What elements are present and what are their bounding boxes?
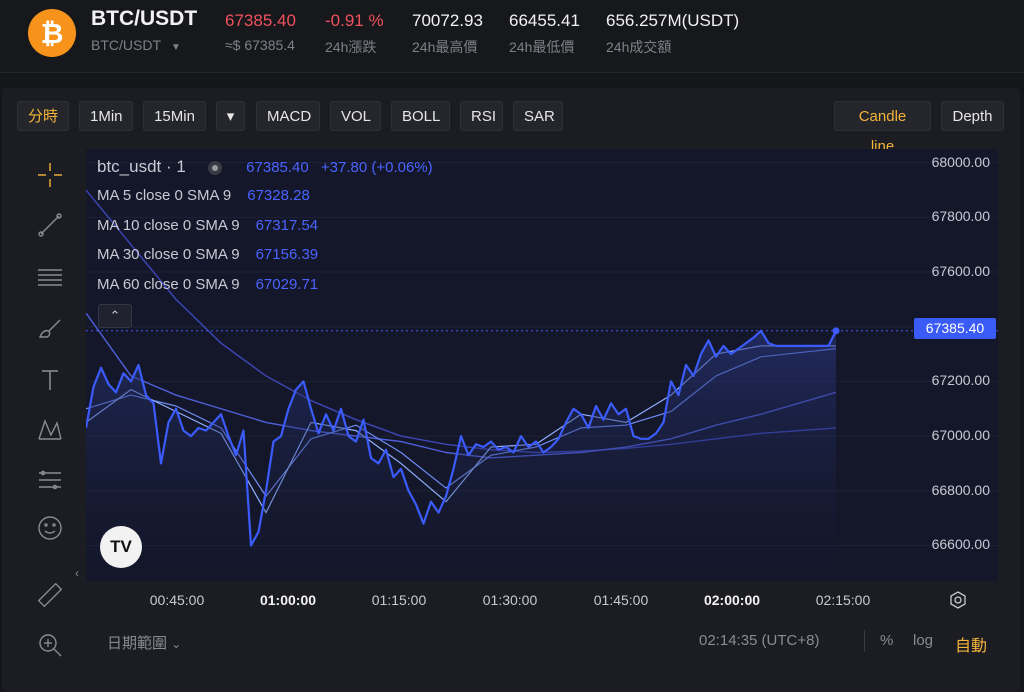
emoji-icon[interactable]	[35, 513, 65, 543]
ma10-value: 67317.54	[255, 217, 319, 234]
divider	[864, 630, 865, 652]
low-label: 24h最低價	[509, 39, 575, 55]
last-price-point	[832, 327, 840, 335]
legend-ma30: MA 30 close 0 SMA 9 67156.39	[97, 246, 318, 263]
date-range-label: 日期範圍	[107, 635, 168, 652]
x-tick-label: 01:00:00	[259, 592, 317, 608]
chart-svg	[86, 162, 998, 581]
status-dot-icon	[208, 161, 222, 176]
change-percent: -0.91 %	[325, 11, 384, 30]
brush-icon[interactable]	[35, 313, 65, 343]
indicator-macd[interactable]: MACD	[256, 101, 320, 131]
interval-1min[interactable]: 1Min	[79, 101, 133, 131]
settings-icon[interactable]	[948, 590, 968, 610]
last-price-usd: ≈$ 67385.4	[225, 37, 295, 53]
y-tick-label: 67000.00	[931, 427, 990, 444]
text-icon[interactable]	[35, 365, 65, 395]
chevron-down-icon: ⌄	[171, 637, 182, 651]
ma5-value: 67328.28	[247, 187, 310, 204]
ma10-label: MA 10 close 0 SMA 9	[97, 217, 240, 234]
ma30-label: MA 30 close 0 SMA 9	[97, 246, 240, 263]
current-price-tag: 67385.40	[914, 318, 996, 339]
stat-volume: 656.257M(USDT) 24h成交額	[606, 11, 739, 57]
y-tick-label: 67600.00	[931, 263, 990, 280]
timezone-clock[interactable]: 02:14:35 (UTC+8)	[699, 632, 820, 649]
trend-line-icon[interactable]	[35, 210, 65, 240]
x-tick-label: 01:45:00	[593, 592, 649, 608]
price-line	[86, 329, 837, 547]
indicator-boll[interactable]: BOLL	[391, 101, 450, 131]
ma60-value: 67029.71	[255, 276, 319, 293]
high-label: 24h最高價	[412, 39, 478, 55]
x-tick-label: 02:15:00	[815, 592, 871, 608]
date-range-button[interactable]: 日期範圍 ⌄	[107, 632, 181, 653]
pair-sub-label: BTC/USDT	[91, 37, 161, 53]
change-label: 24h漲跌	[325, 39, 377, 55]
bitcoin-icon: ₿	[28, 9, 76, 57]
y-tick-label: 68000.00	[931, 153, 990, 170]
view-depth[interactable]: Depth	[941, 101, 1004, 131]
percent-toggle[interactable]: %	[880, 632, 894, 649]
indicator-vol[interactable]: VOL	[330, 101, 381, 131]
view-candle-line[interactable]: Candle line	[834, 101, 931, 155]
legend-change: +37.80 (+0.06%)	[320, 159, 433, 176]
pattern-icon[interactable]	[35, 415, 65, 445]
legend-ma60: MA 60 close 0 SMA 9 67029.71	[97, 276, 318, 293]
x-tick-label: 00:45:00	[149, 592, 205, 608]
x-tick-label: 02:00:00	[703, 592, 761, 608]
price-chart[interactable]	[86, 149, 998, 581]
chevron-down-icon: ▼	[171, 42, 181, 53]
collapse-toolbar-icon[interactable]: ‹	[75, 566, 79, 580]
horizontal-lines-icon[interactable]	[35, 262, 65, 292]
indicator-sar[interactable]: SAR	[513, 101, 563, 131]
last-price: 67385.40	[225, 11, 296, 30]
legend-price: 67385.40	[246, 159, 309, 176]
x-tick-label: 01:30:00	[482, 592, 538, 608]
volume-label: 24h成交額	[606, 39, 672, 55]
stat-low: 66455.41 24h最低價	[509, 11, 580, 57]
stat-change: -0.91 % 24h漲跌	[325, 11, 384, 57]
caret-down-icon: ▾	[226, 108, 235, 125]
legend-ma10: MA 10 close 0 SMA 9 67317.54	[97, 217, 318, 234]
zoom-in-icon[interactable]	[35, 630, 65, 660]
y-tick-label: 66800.00	[931, 481, 990, 498]
indicator-rsi[interactable]: RSI	[460, 101, 503, 131]
legend-collapse-button[interactable]: ⌃	[98, 304, 132, 328]
interval-realtime[interactable]: 分時	[17, 101, 69, 131]
interval-dropdown[interactable]: ▾	[216, 101, 245, 131]
pair-selector[interactable]: BTC/USDT ▼	[91, 37, 181, 53]
fib-icon[interactable]	[35, 465, 65, 495]
ruler-icon[interactable]	[35, 580, 65, 610]
log-toggle[interactable]: log	[913, 632, 934, 649]
x-tick-label: 01:15:00	[371, 592, 427, 608]
legend-symbol: btc_usdt · 1	[97, 157, 186, 176]
tradingview-logo: TV	[100, 526, 142, 568]
ma30-value: 67156.39	[255, 246, 319, 263]
low-value: 66455.41	[509, 11, 580, 30]
interval-15min[interactable]: 15Min	[143, 101, 206, 131]
crosshair-icon[interactable]	[35, 160, 65, 190]
high-value: 70072.93	[412, 11, 483, 30]
legend-ma5: MA 5 close 0 SMA 9 67328.28	[97, 187, 310, 204]
y-tick-label: 66600.00	[931, 536, 990, 553]
stat-high: 70072.93 24h最高價	[412, 11, 483, 57]
ticker-header: ₿ BTC/USDT BTC/USDT ▼ 67385.40 ≈$ 67385.4…	[0, 0, 1024, 73]
y-tick-label: 67200.00	[931, 372, 990, 389]
auto-toggle[interactable]: 自動	[955, 638, 988, 655]
legend-symbol-row: btc_usdt · 1 67385.40 +37.80 (+0.06%)	[97, 157, 433, 177]
volume-value: 656.257M(USDT)	[606, 11, 740, 30]
pair-title[interactable]: BTC/USDT	[91, 7, 198, 30]
stat-last-price: 67385.40 ≈$ 67385.4	[225, 11, 296, 53]
ma60-label: MA 60 close 0 SMA 9	[97, 276, 240, 293]
price-area	[86, 330, 836, 581]
ma5-label: MA 5 close 0 SMA 9	[97, 187, 232, 204]
y-tick-label: 67800.00	[931, 208, 990, 225]
